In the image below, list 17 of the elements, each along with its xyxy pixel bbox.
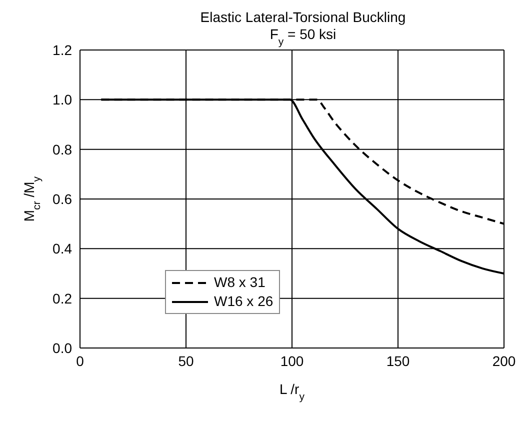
- x-tick-label: 200: [492, 352, 516, 369]
- legend-label: W8 x 31: [214, 273, 266, 292]
- y-tick-label: 0.0: [52, 340, 72, 356]
- y-tick-label: 1.2: [52, 42, 72, 58]
- y-tick-label: 0.8: [52, 141, 72, 158]
- y-tick-label: 0.6: [52, 190, 72, 207]
- x-tick-label: 0: [76, 352, 84, 369]
- chart-subtitle: F$_{y}$ = 50 ksi: [270, 26, 336, 48]
- x-tick-label: 150: [386, 352, 410, 369]
- x-axis-title: L /r$_{y}$: [280, 381, 306, 403]
- y-tick-label: 0.2: [52, 290, 72, 306]
- x-tick-label: 50: [178, 352, 194, 369]
- chart-title: Elastic Lateral-Torsional Buckling: [200, 9, 406, 25]
- x-tick-label: 100: [280, 352, 304, 369]
- y-tick-label: 1.0: [52, 92, 72, 108]
- legend-label: W16 x 26: [214, 292, 274, 311]
- y-tick-label: 0.4: [52, 240, 72, 257]
